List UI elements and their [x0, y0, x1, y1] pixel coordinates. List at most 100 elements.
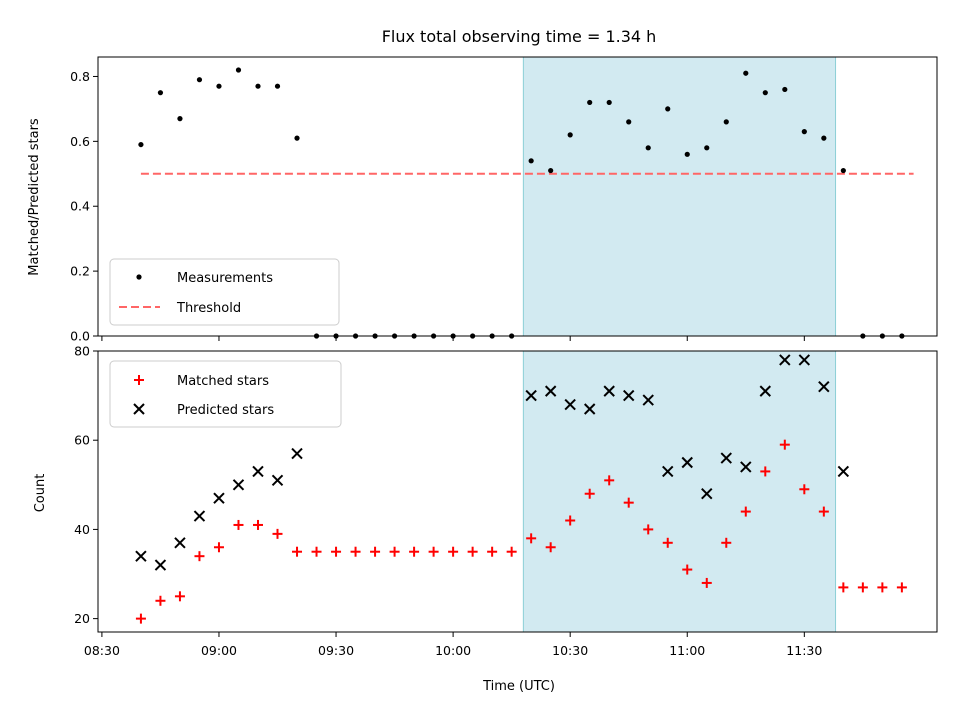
xtick-label: 09:30	[318, 643, 354, 658]
measurement-point	[157, 90, 164, 96]
bottom-ytick-label: 60	[74, 433, 90, 448]
measurement-point	[704, 145, 710, 151]
matched-star-point	[487, 546, 498, 557]
matched-star-point	[272, 528, 283, 539]
legend-threshold-label: Threshold	[176, 301, 241, 316]
predicted-star-point	[681, 456, 693, 469]
predicted-star-point	[252, 465, 264, 478]
predicted-star-point	[232, 479, 245, 491]
matched-star-point	[565, 515, 576, 526]
predicted-star-point	[544, 385, 557, 397]
measurement-point	[606, 99, 612, 106]
predicted-star-point	[154, 559, 167, 571]
x-axis-label: Time (UTC)	[482, 679, 555, 694]
matched-star-point	[779, 439, 790, 450]
matched-star-point	[682, 564, 693, 575]
measurement-point	[782, 86, 788, 93]
measurement-point	[821, 135, 827, 141]
legend-measurements-label: Measurements	[177, 271, 273, 286]
measurement-point	[548, 167, 554, 174]
matched-star-point	[370, 546, 381, 557]
xtick-label: 08:30	[84, 643, 120, 658]
measurement-point	[762, 90, 768, 96]
measurement-point	[723, 119, 729, 125]
matched-star-point	[292, 546, 303, 557]
measurement-point	[665, 106, 671, 112]
measurement-point	[567, 132, 573, 138]
matched-star-point	[467, 546, 478, 557]
measurement-point	[274, 83, 281, 89]
top-legend: Measurements Threshold	[109, 258, 340, 326]
bottom-panel: 20 40 60 80 08:30 09:00 09:30 10:00 10:30 11:00 1…	[33, 344, 938, 694]
matched-star-point	[740, 506, 751, 517]
matched-star-point	[799, 484, 810, 495]
matched-star-point	[838, 582, 849, 593]
predicted-star-point	[564, 398, 576, 411]
matched-star-point	[311, 546, 322, 557]
predicted-star-point	[720, 452, 732, 464]
legend-predicted-marker	[133, 403, 145, 415]
predicted-star-point	[623, 389, 635, 402]
xtick-label: 10:30	[552, 643, 588, 658]
matched-star-point	[526, 533, 537, 544]
top-ytick-label: 0.8	[70, 69, 90, 84]
measurement-point	[216, 83, 222, 89]
predicted-star-point	[525, 389, 537, 402]
matched-star-point	[623, 497, 634, 508]
top-y-axis-label: Matched/Predicted stars	[27, 118, 42, 276]
measurement-point	[294, 135, 300, 141]
matched-star-point	[857, 582, 868, 593]
predicted-star-point	[583, 403, 596, 415]
predicted-star-point	[213, 492, 225, 504]
matched-star-point	[389, 546, 400, 557]
measurement-point	[645, 145, 651, 151]
predicted-star-point	[701, 488, 713, 500]
matched-star-point	[818, 506, 829, 517]
measurement-point	[684, 151, 690, 157]
measurement-point	[196, 77, 203, 83]
predicted-star-point	[740, 461, 752, 473]
matched-star-point	[350, 546, 361, 557]
matched-star-point	[584, 488, 595, 499]
predicted-star-point	[837, 465, 850, 478]
matched-star-point	[194, 551, 205, 562]
measurement-point	[138, 141, 144, 148]
xtick-label: 11:30	[786, 643, 822, 658]
predicted-star-point	[798, 354, 811, 366]
top-panel: 0.0 0.2 0.4 0.6 0.8 Flux total observing tim…	[27, 27, 938, 344]
bottom-ytick-label: 20	[74, 611, 90, 626]
measurement-point	[626, 119, 632, 125]
matched-star-point	[155, 595, 166, 606]
matched-star-point	[174, 591, 185, 602]
top-ytick-label: 0.4	[70, 199, 90, 214]
predicted-star-point	[174, 537, 186, 549]
legend-matched-label: Matched stars	[177, 374, 269, 389]
matched-star-point	[643, 524, 654, 535]
top-ytick-label: 0.0	[70, 329, 90, 344]
measurement-point	[801, 129, 807, 135]
legend-matched-marker	[134, 375, 144, 385]
predicted-star-point	[291, 447, 303, 460]
predicted-star-point	[779, 354, 791, 366]
measurement-point	[255, 83, 261, 89]
predicted-star-point	[135, 550, 147, 562]
matched-star-point	[135, 613, 146, 624]
bottom-legend-box	[109, 360, 342, 428]
predicted-star-point	[603, 385, 615, 397]
matched-star-point	[428, 546, 439, 557]
legend-predicted-label: Predicted stars	[177, 403, 274, 418]
predicted-star-point	[642, 394, 654, 406]
xtick-label: 11:00	[669, 643, 705, 658]
measurement-point	[840, 167, 846, 174]
predicted-star-point	[818, 380, 830, 393]
matched-star-point	[409, 546, 420, 557]
measurement-point	[743, 70, 749, 76]
measurement-point	[177, 116, 183, 122]
predicted-star-point	[759, 385, 772, 397]
measurement-point	[528, 158, 534, 164]
top-ytick-label: 0.2	[70, 264, 90, 279]
matched-star-point	[701, 577, 712, 588]
top-highlight-interval	[522, 56, 837, 337]
